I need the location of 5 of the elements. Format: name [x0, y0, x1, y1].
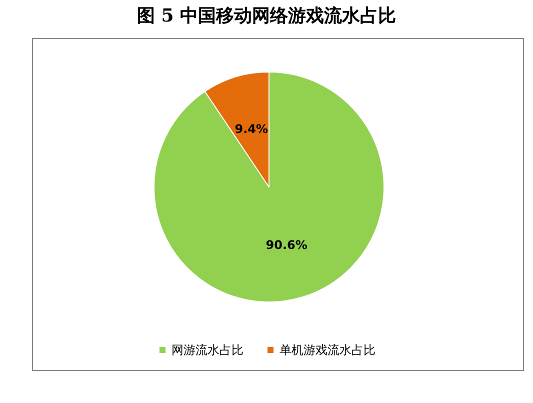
chart-title: 图 5 中国移动网络游戏流水占比	[136, 6, 396, 26]
data-label: 9.4%	[234, 122, 268, 136]
data-label: 90.6%	[266, 238, 308, 252]
legend-label: 网游流水占比	[172, 343, 244, 357]
legend-label: 单机游戏流水占比	[280, 343, 376, 357]
